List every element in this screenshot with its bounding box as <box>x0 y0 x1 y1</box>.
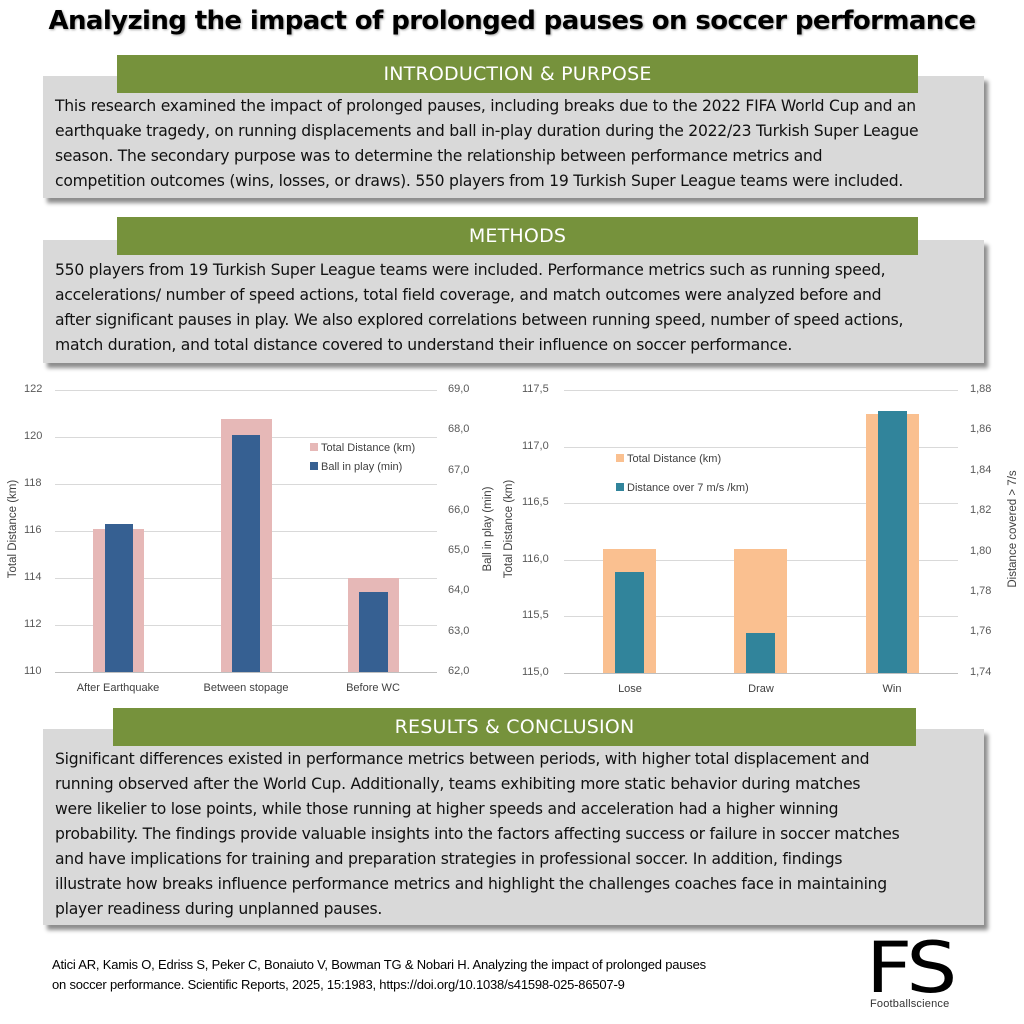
y2-tick: 62,0 <box>448 665 470 677</box>
y2-tick: 63,0 <box>448 625 470 637</box>
y2-tick: 1,84 <box>970 464 992 476</box>
y-tick: 112 <box>24 618 42 630</box>
y-axis-label: Total Distance (km) <box>503 479 515 579</box>
results-line: were likelier to lose points, while thos… <box>55 800 839 818</box>
y2-tick: 1,74 <box>970 666 992 678</box>
legend-ball-in-play: Ball in play (min) <box>310 461 402 473</box>
footballscience-logo-mark: FS <box>866 927 957 1009</box>
x-category: Draw <box>748 683 774 695</box>
legend-swatch <box>616 454 624 462</box>
y2-tick: 1,80 <box>970 545 992 557</box>
results-line: Significant differences existed in perfo… <box>55 750 870 768</box>
intro-text: This research examined the impact of pro… <box>55 94 974 194</box>
y2-axis-label: Distance covered > 7/s <box>1007 470 1019 588</box>
citation-line: Atici AR, Kamis O, Edriss S, Peker C, Bo… <box>52 957 706 972</box>
y-tick: 122 <box>24 383 43 395</box>
y2-tick: 69,0 <box>448 383 470 395</box>
results-heading: RESULTS & CONCLUSION <box>113 708 916 746</box>
y2-tick: 68,0 <box>448 423 470 435</box>
results-line: player readiness during unplanned pauses… <box>55 900 383 918</box>
footballscience-logo-name: Footballscience <box>870 998 950 1010</box>
y2-axis-label: Ball in play (min) <box>482 486 494 572</box>
gridline <box>55 390 437 391</box>
results-line: probability. The findings provide valuab… <box>55 825 900 843</box>
results-line: and have implications for training and p… <box>55 850 843 868</box>
bar-ball-in-play <box>105 524 133 672</box>
y2-tick: 67,0 <box>448 464 470 476</box>
y2-tick: 65,0 <box>448 544 470 556</box>
methods-line: 550 players from 19 Turkish Super League… <box>55 261 886 279</box>
x-category: Win <box>882 683 902 695</box>
citation: Atici AR, Kamis O, Edriss S, Peker C, Bo… <box>52 955 852 995</box>
intro-line: season. The secondary purpose was to det… <box>55 147 823 165</box>
y-tick: 118 <box>24 477 42 489</box>
intro-line: competition outcomes (wins, losses, or d… <box>55 172 904 190</box>
x-category: Before WC <box>346 682 400 694</box>
legend-swatch <box>616 483 624 491</box>
legend-total-distance: Total Distance (km) <box>616 453 721 465</box>
y-tick: 114 <box>24 571 42 583</box>
results-line: illustrate how breaks influence performa… <box>55 875 887 893</box>
bar-distance-over-7ms <box>615 572 644 673</box>
y-axis-label: Total Distance (km) <box>7 479 19 579</box>
x-axis <box>55 672 437 673</box>
y2-tick: 1,86 <box>970 423 992 435</box>
x-category: Between stopage <box>203 682 289 694</box>
intro-line: earthquake tragedy, on running displacem… <box>55 122 919 140</box>
legend-swatch <box>310 443 318 451</box>
y2-tick: 1,88 <box>970 383 992 395</box>
results-panel: Significant differences existed in perfo… <box>43 729 984 925</box>
y2-tick: 1,82 <box>970 504 992 516</box>
y-tick: 117,5 <box>522 383 549 395</box>
results-line: running observed after the World Cup. Ad… <box>55 775 861 793</box>
y2-tick: 1,78 <box>970 585 992 597</box>
gridline <box>564 503 958 504</box>
methods-line: accelerations/ number of speed actions, … <box>55 286 882 304</box>
page-title: Analyzing the impact of prolonged pauses… <box>48 6 976 36</box>
methods-line: after significant pauses in play. We als… <box>55 311 904 329</box>
y-tick: 115,5 <box>522 609 549 621</box>
chart-periods: 122 120 118 116 114 112 110 69,0 68,0 67… <box>0 380 500 700</box>
y2-tick: 1,76 <box>970 625 992 637</box>
methods-line: match duration, and total distance cover… <box>55 336 793 354</box>
y-tick: 117,0 <box>522 440 549 452</box>
intro-line: This research examined the impact of pro… <box>55 97 916 115</box>
results-text: Significant differences existed in perfo… <box>55 747 974 922</box>
y-tick: 110 <box>24 665 42 677</box>
y-tick: 115,0 <box>522 666 549 678</box>
methods-text: 550 players from 19 Turkish Super League… <box>55 258 974 358</box>
legend-total-distance: Total Distance (km) <box>310 442 415 454</box>
intro-panel: This research examined the impact of pro… <box>43 76 984 198</box>
bar-ball-in-play <box>232 435 260 672</box>
legend-distance-over-7ms: Distance over 7 m/s /km) <box>616 482 749 494</box>
methods-panel: 550 players from 19 Turkish Super League… <box>43 240 984 363</box>
x-category: After Earthquake <box>76 682 160 694</box>
x-category: Lose <box>618 683 642 695</box>
citation-line[interactable]: on soccer performance. Scientific Report… <box>52 977 625 992</box>
y-tick: 116 <box>24 524 42 536</box>
gridline <box>564 390 958 391</box>
y2-tick: 64,0 <box>448 584 470 596</box>
y-tick: 116,0 <box>522 553 549 565</box>
bar-distance-over-7ms <box>878 411 907 673</box>
legend-swatch <box>310 462 318 470</box>
y2-tick: 66,0 <box>448 504 470 516</box>
bar-distance-over-7ms <box>746 633 775 673</box>
chart-outcomes: 117,5 117,0 116,5 116,0 115,5 115,0 1,88… <box>500 380 1024 700</box>
x-axis <box>564 673 958 674</box>
bar-ball-in-play <box>359 592 388 672</box>
y-tick: 116,5 <box>522 496 549 508</box>
y-tick: 120 <box>24 430 43 442</box>
intro-heading: INTRODUCTION & PURPOSE <box>117 55 918 93</box>
gridline <box>564 447 958 448</box>
methods-heading: METHODS <box>117 217 918 255</box>
